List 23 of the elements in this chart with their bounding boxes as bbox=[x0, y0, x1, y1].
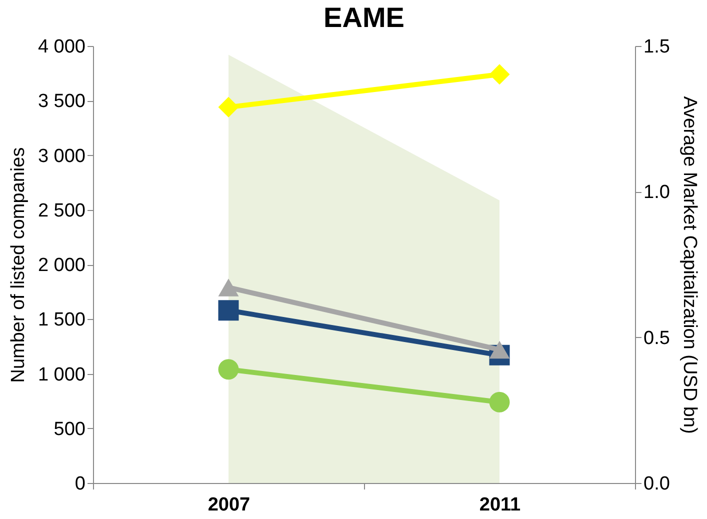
y-tick-label: 4 000 bbox=[38, 36, 86, 58]
x-tick-label: 2007 bbox=[208, 494, 250, 516]
y-axis-title: Number of listed companies bbox=[8, 147, 29, 383]
y-tick-label: 2 500 bbox=[38, 200, 86, 222]
y2-tick-label: 1.5 bbox=[644, 36, 670, 58]
x-tick-label: 2011 bbox=[479, 494, 522, 516]
point bbox=[489, 392, 510, 412]
y2-tick-label: 1.0 bbox=[644, 182, 670, 204]
y-tick-label: 3 000 bbox=[38, 146, 86, 167]
point bbox=[218, 300, 239, 321]
y-tick-label: 1 500 bbox=[38, 310, 86, 331]
y-tick-label: 500 bbox=[54, 418, 86, 440]
y-tick-label: 2 000 bbox=[38, 255, 86, 276]
chart-title: EAME bbox=[324, 2, 404, 33]
y2-tick-label: 0.5 bbox=[644, 328, 670, 349]
y-tick-label: 1 000 bbox=[38, 364, 86, 386]
y-tick-label: 0 bbox=[74, 474, 86, 494]
y2-tick-label: 0.0 bbox=[644, 474, 670, 494]
point bbox=[218, 359, 239, 380]
y2-axis-title: Average Market Capitalization (USD bn) bbox=[678, 96, 700, 434]
point bbox=[489, 64, 510, 85]
point bbox=[218, 96, 239, 118]
y-tick-label: 3 500 bbox=[38, 91, 86, 112]
